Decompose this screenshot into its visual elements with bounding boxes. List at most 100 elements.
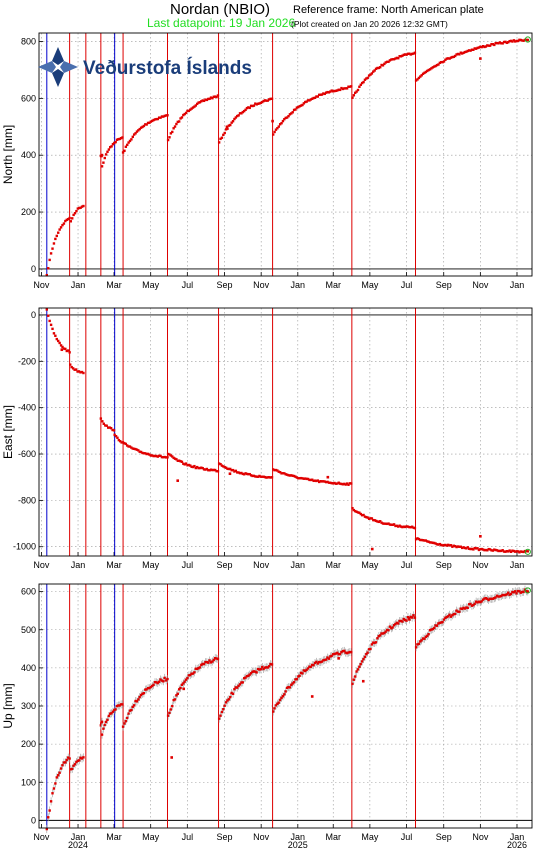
data-point [424,70,428,74]
data-point [362,657,365,661]
data-point [469,49,472,52]
data-point [516,39,520,43]
data-point [401,54,404,57]
data-point [61,764,64,767]
data-point [360,81,364,85]
data-point [207,661,210,664]
data-point [402,617,406,621]
data-point [505,549,509,553]
data-point [166,138,170,142]
data-point [416,537,419,540]
data-point [124,719,128,723]
data-point [291,111,294,114]
data-point [426,634,429,638]
data-point [205,467,209,471]
data-point [401,620,404,623]
data-point [428,629,432,632]
data-point [312,96,315,100]
data-point [383,62,386,66]
data-point [301,477,304,480]
data-point [366,76,369,80]
x-tick-label: Jul [182,832,194,842]
data-point [494,596,497,599]
data-point [149,685,153,689]
data-point [251,670,254,674]
data-point [502,40,506,44]
data-point [452,55,456,59]
data-point [149,120,153,123]
data-point [507,550,510,553]
data-point [256,475,260,478]
data-point [476,601,479,604]
year-label: 2024 [68,840,88,850]
data-point [106,426,110,429]
data-point [360,660,364,663]
data-point [64,761,67,764]
data-point [163,114,166,118]
data-point [191,465,195,469]
data-point [365,77,368,80]
data-point [176,459,179,462]
data-point [173,698,177,701]
data-point [47,816,50,819]
data-point [124,442,127,446]
data-point [201,466,204,470]
data-point [447,543,450,547]
data-point [459,545,462,548]
data-point [311,97,314,101]
data-point [514,550,517,553]
data-point [351,682,354,686]
data-point [107,714,111,718]
data-point [72,764,75,767]
outlier-point [176,479,180,482]
data-point [340,650,343,654]
data-point [472,548,475,551]
data-point [193,464,196,468]
data-point [451,55,454,59]
data-point [290,474,293,477]
data-point [509,592,513,596]
data-point [75,209,78,213]
data-point [410,52,414,56]
data-point [420,538,423,542]
data-point [493,43,496,47]
reference-frame-label: Reference frame: North American plate [293,4,484,16]
data-point [78,759,81,762]
data-point [367,517,371,521]
data-point [190,107,193,110]
data-point [166,114,169,117]
x-tick-label: Jan [71,280,86,290]
data-point [294,108,297,111]
data-point [424,635,428,639]
data-point [326,656,329,659]
data-point [249,672,253,675]
data-point [437,63,440,66]
data-point [138,450,141,453]
data-point [187,674,191,677]
data-point [80,370,84,374]
data-point [262,99,265,103]
data-point [134,699,137,703]
data-point [441,60,444,64]
data-point [367,648,371,651]
data-point [421,539,425,542]
data-point [397,525,400,528]
data-point [74,368,78,371]
data-point [376,66,379,70]
data-point [277,125,280,128]
data-point [299,476,303,480]
x-tick-label: Nov [472,832,489,842]
x-tick-label: Jan [510,832,525,842]
data-point [463,50,467,54]
data-point [363,78,367,81]
data-point [452,612,456,616]
data-point [319,660,322,664]
data-point [383,522,386,525]
data-point [268,98,271,101]
data-point [179,117,182,120]
data-point [379,634,382,637]
data-point [340,482,343,486]
data-point [507,591,510,594]
data-point [183,112,186,116]
data-point [414,79,418,82]
